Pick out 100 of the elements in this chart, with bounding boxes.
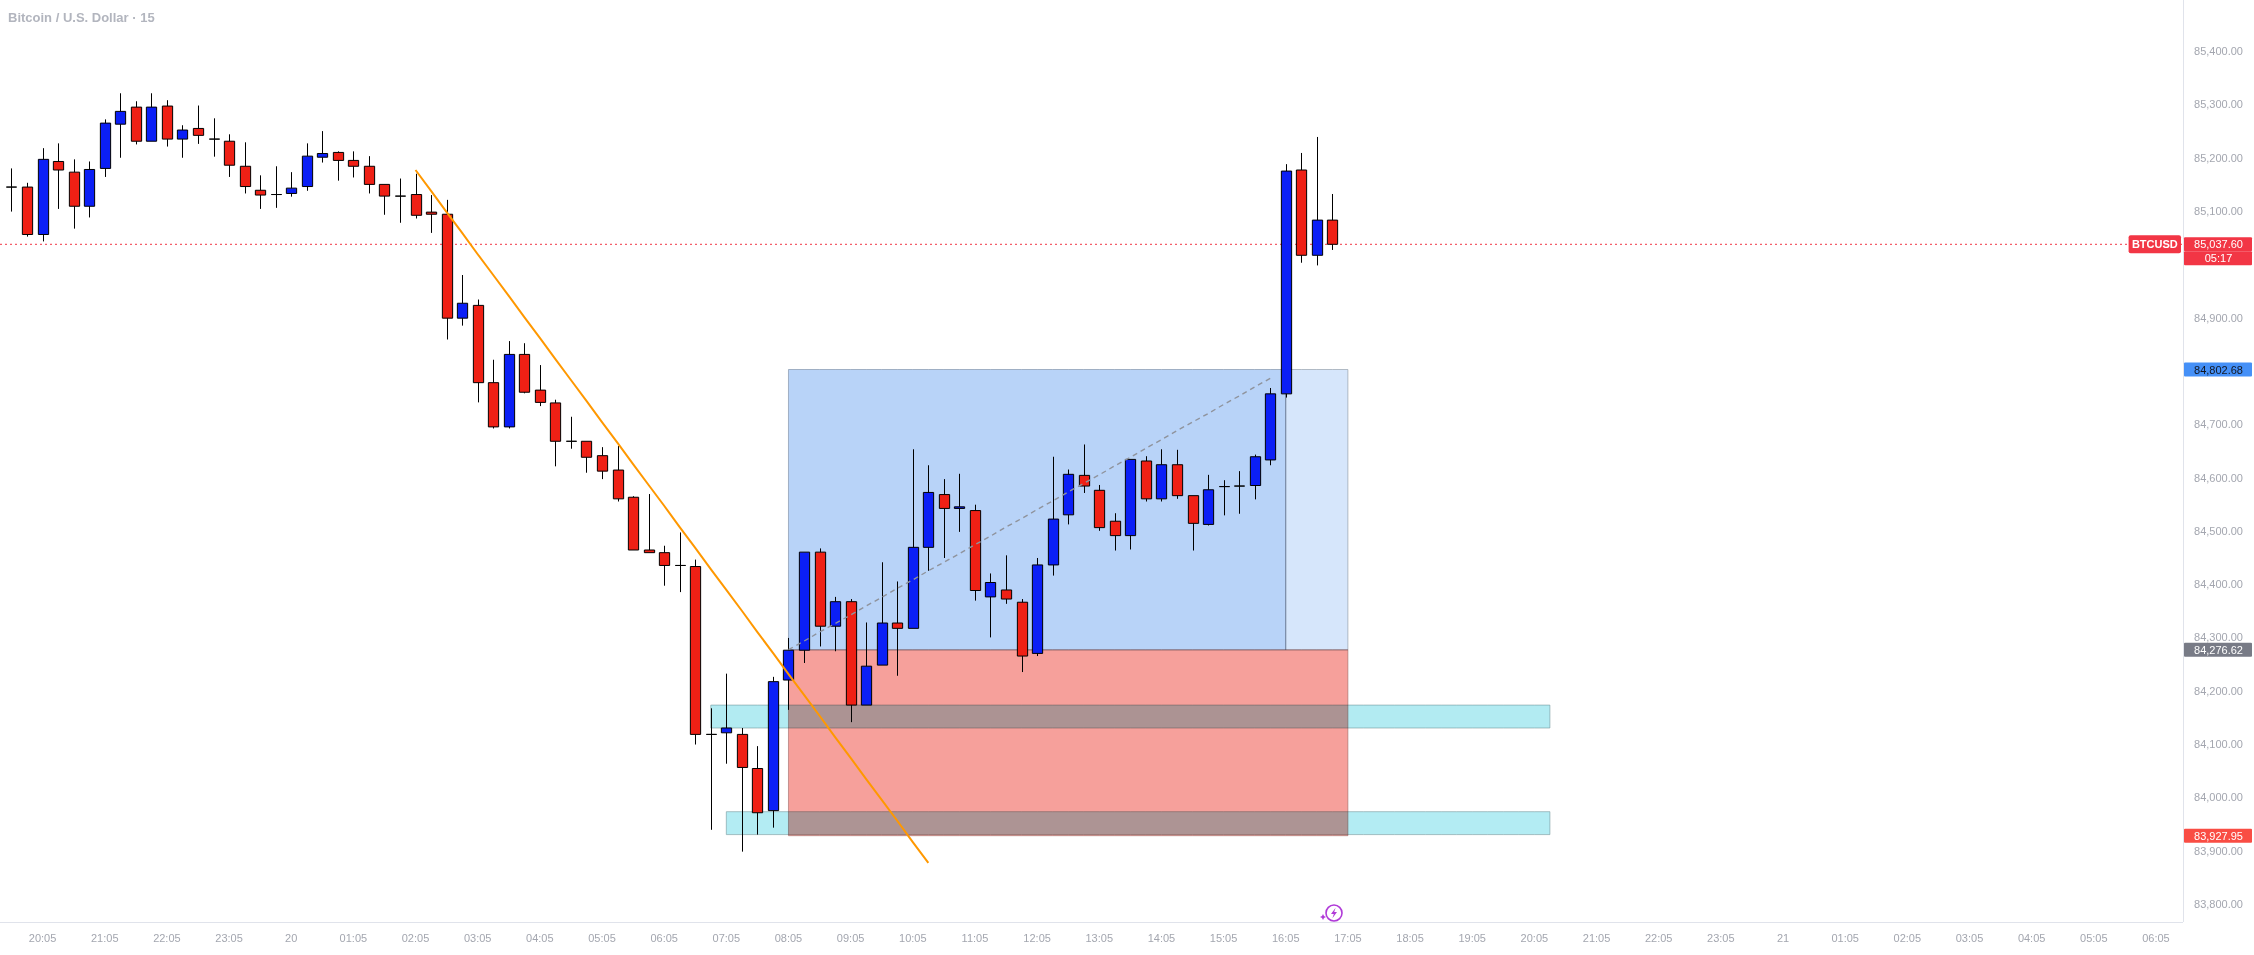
y-tick-label: 85,037.60 [2194, 238, 2243, 251]
x-tick-label: 13:05 [1085, 932, 1114, 944]
x-tick-label: 02:05 [1893, 932, 1922, 944]
candlestick [441, 199, 454, 340]
candlestick [254, 174, 267, 210]
candlestick [1000, 554, 1013, 605]
candlestick [223, 133, 236, 178]
y-tick-label: 84,400.00 [2194, 578, 2243, 591]
x-tick-label: 04:05 [526, 932, 554, 944]
candlestick [52, 142, 65, 210]
candlestick [425, 194, 438, 234]
y-tick-label: 84,100.00 [2194, 738, 2243, 750]
candlestick [845, 598, 858, 723]
candlestick [347, 150, 360, 178]
candlestick [114, 92, 127, 159]
x-tick-label: 03:05 [463, 932, 492, 944]
candlestick [860, 621, 873, 706]
candlestick [99, 118, 112, 178]
candlestick [907, 448, 920, 629]
x-tick-label: 12:05 [1023, 932, 1051, 944]
candlestick [969, 504, 982, 602]
x-tick-label: 20:05 [28, 932, 57, 944]
candlestick [363, 155, 376, 194]
line-series [414, 169, 930, 864]
x-tick-label: 01:05 [1831, 932, 1859, 944]
candlestick [487, 359, 500, 429]
candlestick [1202, 474, 1215, 526]
candlestick [456, 274, 469, 327]
candlestick [1280, 163, 1293, 399]
y-tick-label: 85,100.00 [2194, 205, 2243, 218]
candlestick [984, 572, 997, 638]
candlestick [782, 637, 795, 711]
candlestick [1016, 598, 1029, 673]
candlestick [472, 299, 485, 403]
candlestick [627, 495, 640, 551]
y-tick-label: 85,200.00 [2194, 151, 2243, 164]
candlestick [1326, 193, 1339, 251]
y-tick-label: 83,900.00 [2194, 844, 2243, 857]
candlestick [1295, 152, 1308, 264]
candlestick [1093, 484, 1106, 532]
candlestick [953, 473, 966, 533]
x-tick-label: 10:05 [899, 932, 927, 944]
candlestick [736, 727, 749, 853]
x-tick-label: 09:05 [836, 932, 865, 944]
candlestick [316, 130, 329, 164]
candlestick [767, 676, 780, 829]
x-tick-label: 23:05 [1707, 932, 1735, 944]
x-tick-label: 20 [285, 932, 298, 944]
candlestick [176, 124, 189, 159]
candlestick [565, 416, 578, 450]
x-tick-label: 06:05 [2142, 932, 2170, 944]
candlestick [1140, 455, 1153, 502]
candlestick [83, 160, 96, 218]
x-tick-label: 21:05 [90, 932, 119, 944]
candlestick [21, 182, 34, 238]
candlestick [1062, 469, 1075, 525]
candlestick [612, 445, 625, 502]
x-tick-label: 21:05 [1582, 932, 1611, 944]
x-tick-label: 22:05 [1644, 932, 1673, 944]
candlestick [814, 547, 827, 647]
candlestick [534, 364, 547, 407]
candlestick [1218, 479, 1231, 516]
candlestick [549, 399, 562, 467]
y-tick-label: 84,276.62 [2194, 643, 2243, 656]
x-tick-label: 08:05 [774, 932, 803, 944]
candlestick [751, 745, 764, 836]
x-tick-label: 16:05 [1271, 932, 1300, 944]
candlestick [1233, 470, 1246, 515]
x-tick-label: 14:05 [1147, 932, 1176, 944]
candlestick [518, 342, 531, 394]
candlestick [208, 117, 221, 158]
y-tick-label: 84,802.68 [2194, 363, 2243, 376]
candlestick [1031, 557, 1044, 657]
candlestick [1171, 449, 1184, 500]
y-tick-label: 84,000.00 [2194, 791, 2243, 804]
candlestick [1187, 495, 1200, 552]
x-tick-label: 01:05 [339, 932, 368, 944]
y-tick-label: 84,700.00 [2194, 418, 2243, 431]
candlestick [1264, 387, 1277, 466]
x-tick-label: 03:05 [1955, 932, 1984, 944]
text: Bitcoin / U.S. Dollar · 15 [8, 9, 155, 25]
candlestick [5, 167, 18, 213]
candlestick [301, 142, 314, 192]
text: 05:17 [2204, 252, 2233, 265]
candlestick [720, 673, 733, 765]
x-tick-label: 23:05 [215, 932, 243, 944]
x-tick-label: 22:05 [153, 932, 181, 944]
candlestick [394, 178, 407, 224]
x-tick-label: 07:05 [712, 932, 741, 944]
candlestick [1249, 454, 1262, 500]
x-tick-label: 18:05 [1396, 932, 1424, 944]
x-tick-label: 21 [1776, 932, 1790, 944]
candlestick [689, 559, 702, 746]
candlestick [1311, 136, 1324, 266]
y-tick-label: 84,600.00 [2194, 471, 2243, 484]
candlestick [1124, 458, 1137, 550]
candlestick [1047, 456, 1060, 577]
y-tick-label: 84,200.00 [2194, 684, 2243, 697]
x-tick-label: 17:05 [1334, 932, 1362, 944]
candlestick [161, 99, 174, 148]
